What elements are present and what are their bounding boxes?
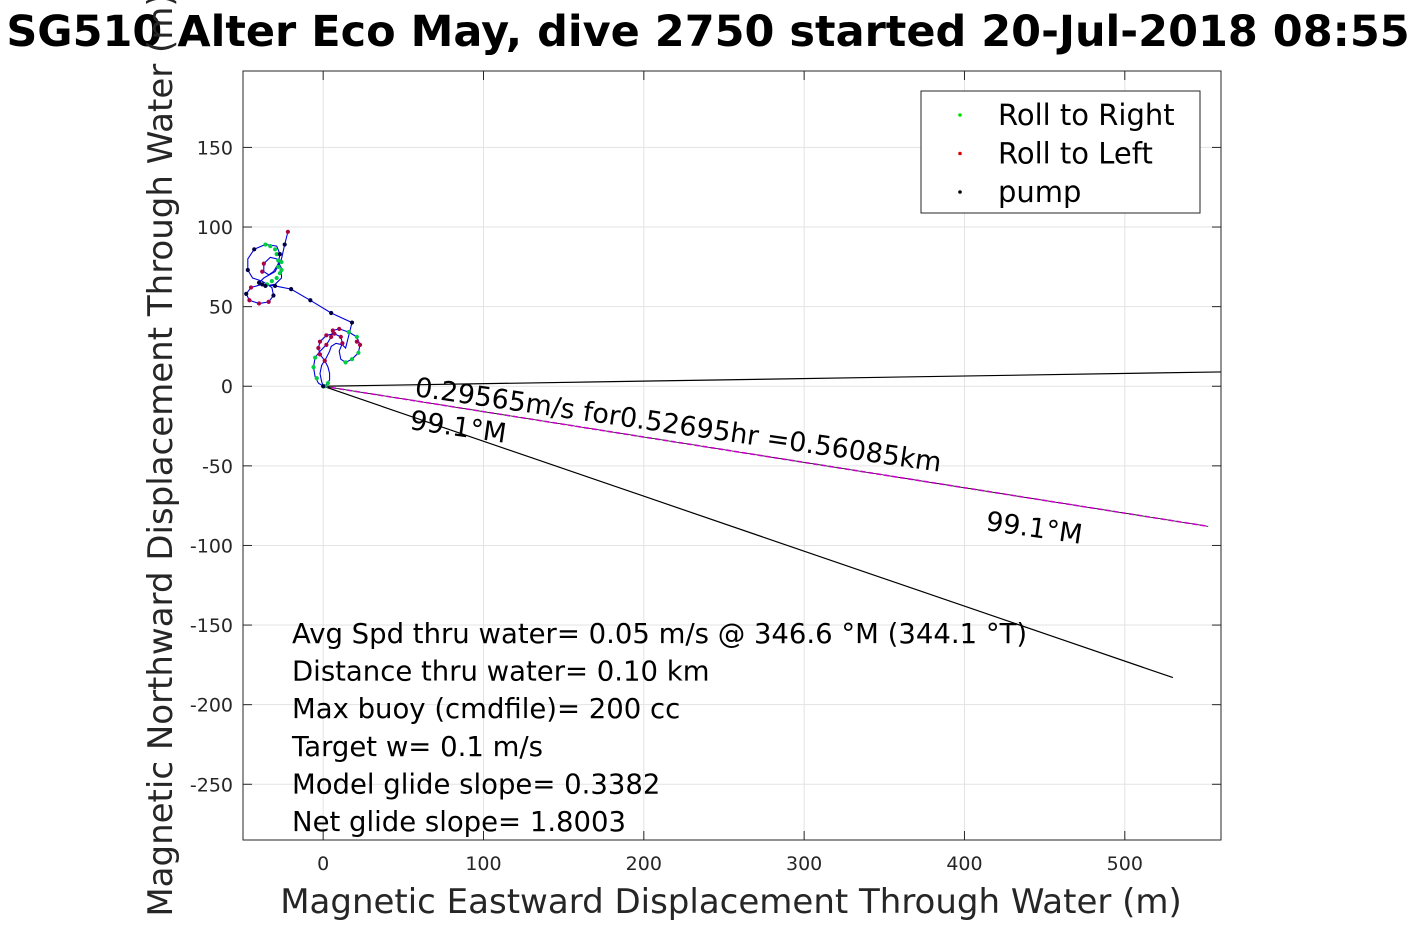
point-pump — [277, 251, 282, 257]
current-vector-line — [323, 385, 1209, 528]
y-tick-label: 50 — [209, 297, 233, 319]
point-pump — [349, 320, 355, 325]
point-roll-to-left — [285, 229, 290, 234]
point-roll-to-left — [248, 285, 254, 290]
point-roll-to-left — [256, 301, 262, 306]
axis-ticks: 0 100 200 300 400 500 -250 -200 -150 -100 -50 0 50 10… — [190, 71, 1221, 875]
x-tick-label: 0 — [317, 853, 329, 875]
x-tick-label: 100 — [465, 853, 501, 875]
point-roll-to-right — [272, 247, 278, 252]
point-roll-to-left — [338, 334, 343, 339]
point-roll-to-left — [332, 331, 337, 336]
point-roll-to-left — [337, 326, 342, 332]
y-tick-label: -50 — [202, 456, 233, 478]
heading-vector-line — [323, 371, 1222, 387]
point-pump — [282, 242, 287, 247]
point-roll-to-right — [325, 380, 331, 386]
point-roll-to-left — [266, 299, 271, 304]
axes-frame — [242, 70, 1222, 841]
legend: Roll to Right Roll to Left pump — [920, 90, 1201, 214]
point-roll-to-right — [276, 258, 281, 263]
point-roll-to-left — [316, 345, 321, 351]
point-roll-to-right — [356, 350, 361, 355]
y-tick-label: 0 — [221, 376, 233, 398]
legend-marker — [958, 113, 962, 117]
point-roll-to-left — [324, 342, 329, 347]
point-roll-to-left — [322, 358, 327, 363]
point-roll-to-left — [317, 339, 323, 344]
point-roll-to-right — [263, 242, 268, 247]
data-points — [244, 229, 363, 389]
point-pump — [244, 291, 249, 296]
point-roll-to-left — [340, 341, 345, 346]
point-roll-to-right — [279, 259, 284, 265]
x-axis-label: Magnetic Eastward Displacement Through W… — [280, 882, 1182, 922]
stats-line: Target w= 0.1 m/s — [291, 731, 543, 763]
x-tick-label: 300 — [786, 853, 822, 875]
legend-marker — [958, 190, 962, 194]
point-pump — [271, 293, 276, 298]
vector-lines — [322, 371, 1222, 679]
point-roll-to-right — [313, 355, 318, 360]
point-roll-to-right — [269, 279, 274, 284]
point-roll-to-right — [346, 330, 351, 335]
chart-title: SG510 Alter Eco May, dive 2750 started 2… — [6, 7, 1409, 57]
stats-line: Net glide slope= 1.8003 — [292, 806, 626, 838]
y-tick-label: -100 — [190, 535, 233, 557]
x-tick-label: 400 — [946, 853, 982, 875]
point-pump — [245, 267, 250, 273]
point-roll-to-left — [260, 269, 265, 274]
heading-vector-line — [322, 385, 1174, 679]
y-tick-label: 100 — [197, 217, 233, 239]
y-tick-label: -200 — [190, 695, 233, 717]
point-pump — [252, 247, 257, 252]
stats-block: Avg Spd thru water= 0.05 m/s @ 346.6 °M … — [291, 618, 1027, 838]
point-roll-to-right — [354, 334, 359, 339]
point-roll-to-right — [343, 360, 348, 365]
point-roll-to-right — [268, 244, 273, 249]
legend-label: Roll to Left — [998, 137, 1153, 171]
legend-label: pump — [998, 175, 1081, 209]
legend-box — [920, 90, 1201, 214]
stats-line: Model glide slope= 0.3382 — [292, 768, 660, 800]
point-roll-to-right — [349, 357, 355, 362]
point-roll-to-left — [357, 342, 363, 347]
point-roll-to-left — [324, 333, 329, 338]
point-roll-to-left — [261, 261, 266, 266]
y-tick-label: 150 — [197, 137, 233, 159]
x-tick-label: 200 — [626, 853, 662, 875]
stats-line: Avg Spd thru water= 0.05 m/s @ 346.6 °M … — [292, 618, 1027, 650]
point-roll-to-right — [277, 271, 282, 276]
point-pump — [263, 283, 268, 289]
y-axis-label: Magnetic Northward Displacement Through … — [141, 0, 181, 917]
point-roll-to-right — [279, 267, 284, 273]
stats-line: Max buoy (cmdfile)= 200 cc — [292, 693, 680, 725]
point-pump — [329, 310, 334, 316]
point-roll-to-left — [354, 339, 359, 344]
point-roll-to-right — [274, 251, 279, 257]
y-tick-label: -150 — [190, 615, 233, 637]
y-tick-label: -250 — [190, 774, 233, 796]
point-roll-to-right — [276, 264, 281, 269]
point-pump — [321, 384, 326, 389]
point-roll-to-right — [274, 275, 279, 281]
point-pump — [288, 287, 294, 292]
legend-marker — [958, 151, 962, 156]
point-roll-to-left — [317, 352, 323, 357]
legend-label: Roll to Right — [998, 98, 1175, 132]
stats-line: Distance thru water= 0.10 km — [292, 656, 710, 688]
point-pump — [272, 283, 278, 289]
point-roll-to-left — [329, 334, 334, 339]
point-roll-to-left — [247, 298, 252, 303]
point-roll-to-left — [330, 328, 335, 333]
point-roll-to-right — [311, 365, 316, 370]
x-tick-label: 500 — [1107, 853, 1143, 875]
point-pump — [256, 280, 262, 285]
point-pump — [308, 298, 313, 303]
point-roll-to-right — [314, 376, 319, 381]
point-pump — [260, 282, 265, 287]
